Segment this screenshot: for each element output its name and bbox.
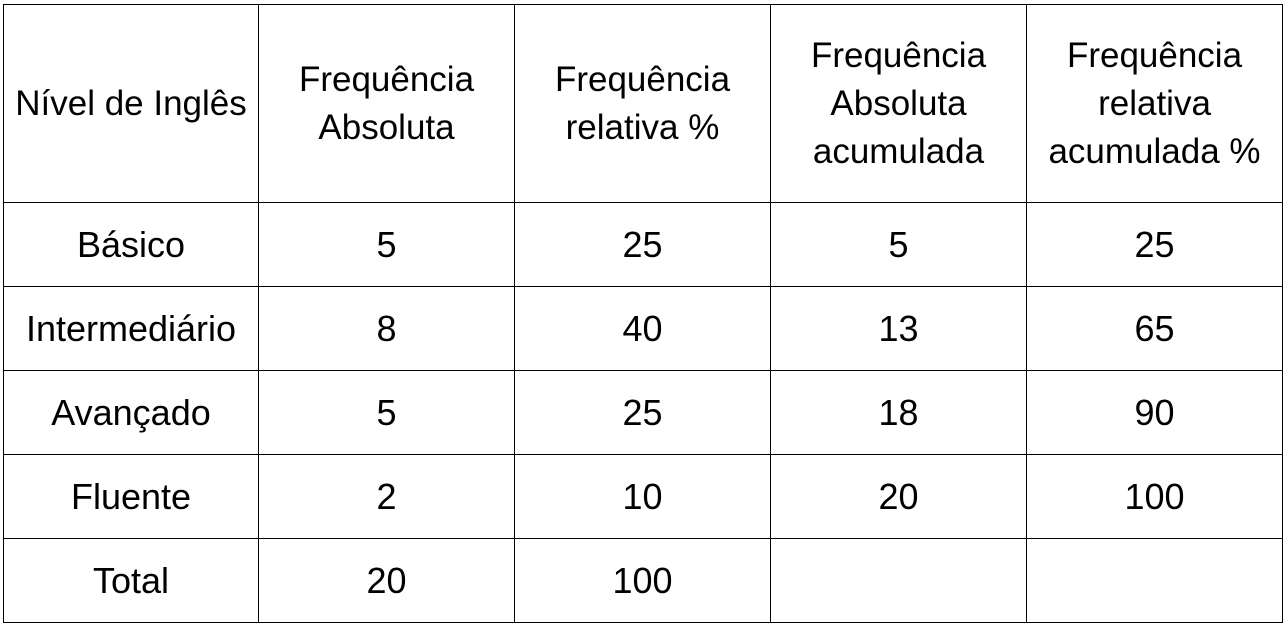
header-nivel-de-ingles: Nível de Inglês — [3, 4, 259, 203]
cell-relative: 25 — [514, 202, 771, 287]
cell-absolute-cumulative: 20 — [770, 454, 1027, 539]
cell-relative-cumulative: 90 — [1026, 370, 1283, 455]
cell-absolute-cumulative: 5 — [770, 202, 1027, 287]
cell-absolute: 20 — [258, 538, 515, 623]
cell-relative-cumulative: 65 — [1026, 286, 1283, 371]
table-row: Avançado 5 25 18 90 — [3, 370, 1283, 455]
header-frequencia-absoluta: Frequência Absoluta — [258, 4, 515, 203]
table-row: Fluente 2 10 20 100 — [3, 454, 1283, 539]
cell-level: Total — [3, 538, 259, 623]
header-frequencia-absoluta-acumulada: Frequência Absoluta acumulada — [770, 4, 1027, 203]
header-row: Nível de Inglês Frequência Absoluta Freq… — [3, 4, 1283, 203]
cell-relative-cumulative: 100 — [1026, 454, 1283, 539]
frequency-table: Nível de Inglês Frequência Absoluta Freq… — [3, 4, 1283, 623]
cell-level: Intermediário — [3, 286, 259, 371]
cell-absolute: 2 — [258, 454, 515, 539]
cell-absolute: 5 — [258, 202, 515, 287]
cell-relative: 10 — [514, 454, 771, 539]
cell-absolute-cumulative: 18 — [770, 370, 1027, 455]
table-row: Intermediário 8 40 13 65 — [3, 286, 1283, 371]
cell-relative: 25 — [514, 370, 771, 455]
cell-absolute-cumulative — [770, 538, 1027, 623]
header-frequencia-relativa: Frequência relativa % — [514, 4, 771, 203]
cell-relative-cumulative — [1026, 538, 1283, 623]
cell-relative: 100 — [514, 538, 771, 623]
cell-absolute-cumulative: 13 — [770, 286, 1027, 371]
cell-level: Básico — [3, 202, 259, 287]
cell-relative: 40 — [514, 286, 771, 371]
cell-level: Avançado — [3, 370, 259, 455]
cell-absolute: 5 — [258, 370, 515, 455]
table-row-total: Total 20 100 — [3, 538, 1283, 623]
header-frequencia-relativa-acumulada: Frequência relativa acumulada % — [1026, 4, 1283, 203]
cell-absolute: 8 — [258, 286, 515, 371]
cell-relative-cumulative: 25 — [1026, 202, 1283, 287]
cell-level: Fluente — [3, 454, 259, 539]
table-row: Básico 5 25 5 25 — [3, 202, 1283, 287]
